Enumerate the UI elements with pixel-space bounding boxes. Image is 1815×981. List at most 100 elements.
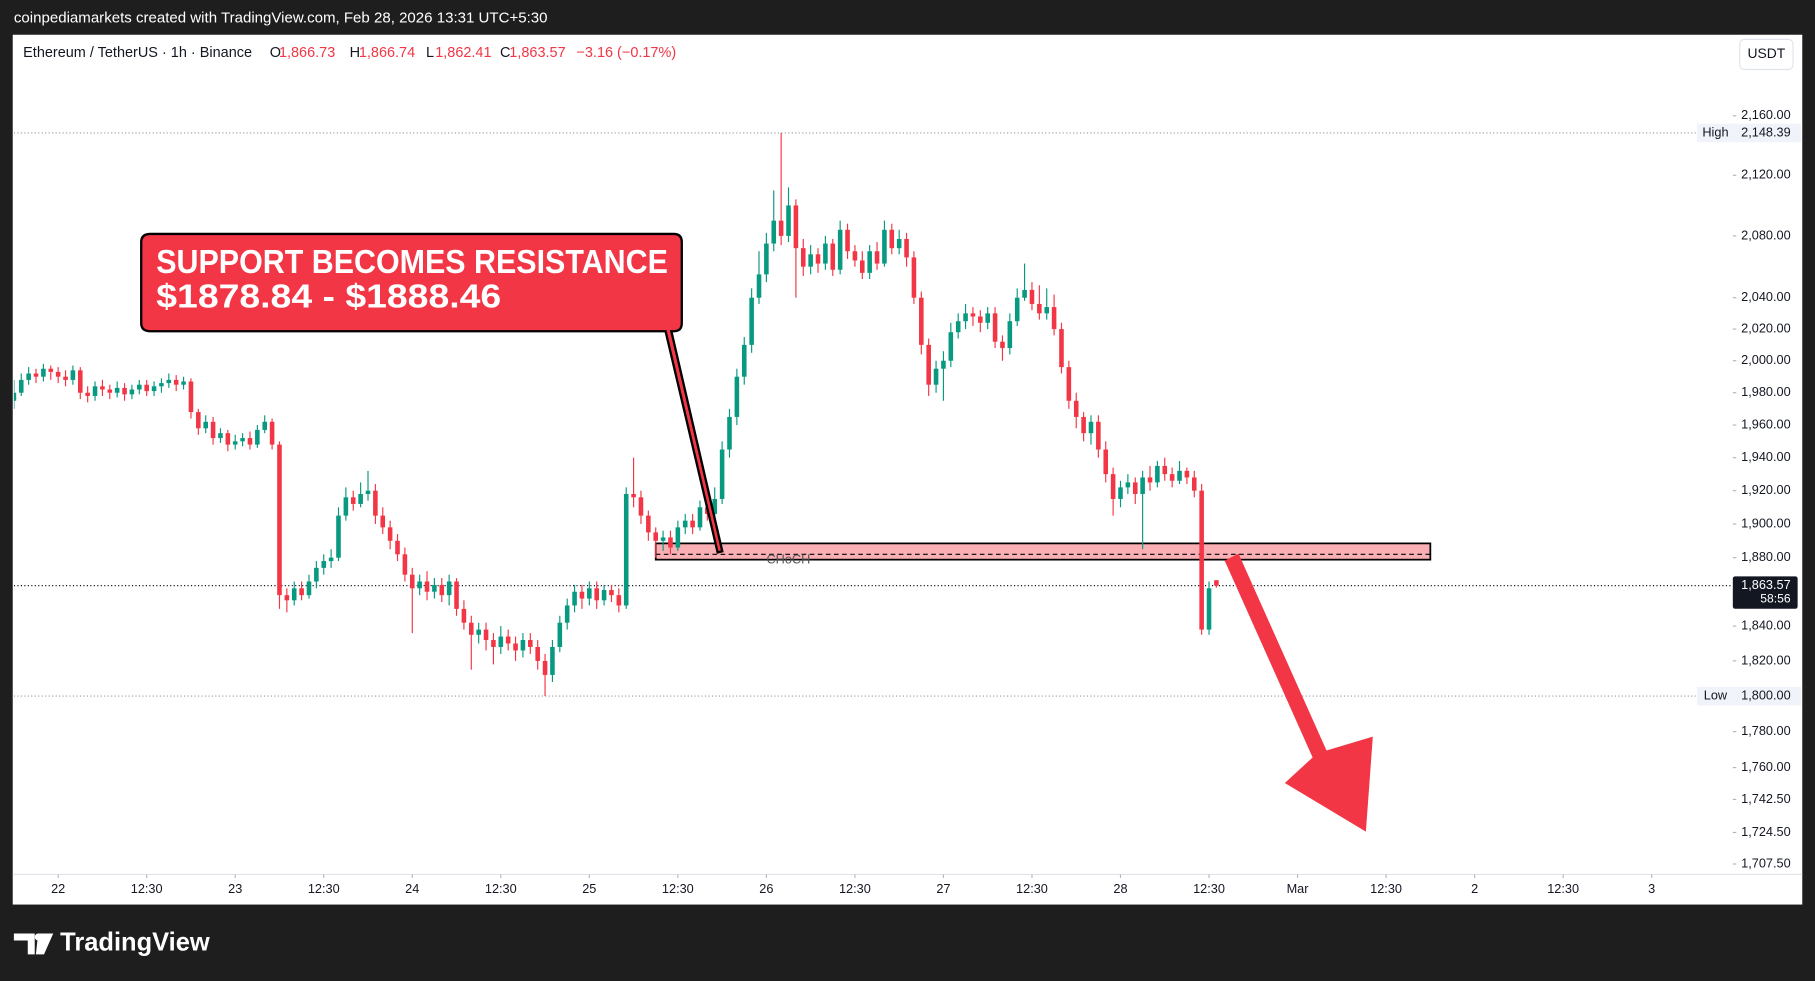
candle-body: [1191, 477, 1197, 491]
callout-title: SUPPORT BECOMES RESISTANCE: [156, 244, 668, 281]
candle-body: [505, 636, 511, 644]
candle-body: [528, 640, 533, 647]
candle-body: [454, 581, 459, 609]
candle-body: [196, 412, 201, 429]
candle-body: [321, 561, 327, 568]
candle-body: [874, 251, 880, 264]
candle-body: [941, 360, 946, 369]
candle-body: [668, 537, 673, 548]
candle-body: [712, 498, 718, 514]
ohlc-value: 1,866.74: [359, 45, 415, 61]
candle-body: [660, 537, 666, 541]
marker-tag: [1696, 686, 1733, 706]
candle-body: [1140, 477, 1145, 494]
x-tick-label: 12:30: [839, 881, 871, 896]
x-tick-label: 22: [51, 881, 65, 896]
candle-body: [926, 344, 931, 385]
y-tick-label: 1,760.00: [1741, 759, 1791, 774]
candle-body: [424, 581, 430, 592]
candle-body: [328, 557, 334, 562]
currency-button[interactable]: [1739, 38, 1794, 71]
candle-body: [1000, 341, 1005, 349]
candle-body: [173, 379, 179, 385]
candle-body: [13, 392, 17, 401]
candle-body: [963, 313, 968, 322]
candle-body: [343, 497, 349, 516]
candle-body: [1103, 449, 1109, 475]
candle-body: [1073, 400, 1079, 417]
candle-body: [373, 490, 378, 516]
candle-body: [1206, 588, 1212, 630]
candle-body: [800, 248, 806, 267]
candle-body: [240, 438, 245, 442]
x-tick-label: 23: [228, 881, 242, 896]
candle-body: [114, 387, 120, 393]
candle-body: [1088, 421, 1094, 434]
candle-body: [830, 243, 836, 270]
candle-body: [1147, 477, 1153, 483]
x-tick-label: 12:30: [308, 881, 340, 896]
candle-body: [277, 444, 282, 596]
x-tick-label: Mar: [1287, 881, 1310, 896]
y-tick-label: 1,940.00: [1741, 449, 1791, 464]
candle-body: [889, 229, 895, 249]
candle-body: [483, 629, 489, 641]
marker-box: [1732, 123, 1802, 143]
candle-body: [948, 332, 954, 361]
candle-body: [579, 591, 585, 599]
candle-body: [1096, 421, 1101, 450]
candle-body: [1007, 321, 1013, 349]
candle-body: [446, 581, 452, 596]
candle-body: [439, 584, 445, 596]
candle-body: [1037, 303, 1042, 314]
candle-body: [771, 220, 777, 244]
y-tick-label: 2,080.00: [1741, 227, 1791, 242]
candle-body: [1177, 470, 1182, 481]
candle-body: [461, 608, 467, 623]
candle-body: [100, 386, 105, 390]
x-tick-label: 12:30: [1370, 881, 1402, 896]
candle-body: [756, 274, 762, 298]
candle-body: [255, 429, 260, 445]
candle-body: [41, 368, 46, 377]
marker-label: High: [1702, 124, 1728, 139]
candle-body: [129, 389, 135, 395]
y-tick-label: 2,020.00: [1741, 320, 1791, 335]
x-tick-label: 28: [1113, 881, 1127, 896]
y-tick-label: 1,742.50: [1741, 791, 1791, 806]
candle-body: [992, 313, 998, 342]
candle-body: [727, 416, 732, 450]
candle-body: [77, 370, 83, 393]
currency[interactable]: USDT: [1747, 45, 1785, 61]
candle-body: [247, 438, 253, 445]
candle-body: [225, 433, 231, 445]
candle-body: [653, 532, 659, 541]
candle-body: [911, 257, 917, 298]
candle-body: [476, 629, 481, 635]
candle-body: [269, 421, 275, 445]
candle-body: [867, 251, 872, 273]
footer-logo: TradingView: [13, 929, 210, 957]
x-tick-label: 27: [936, 881, 950, 896]
candle-body: [55, 371, 61, 377]
candle-body: [557, 622, 563, 647]
x-tick-label: 24: [405, 881, 419, 896]
candle-body: [734, 376, 740, 417]
y-tick-label: 1,900.00: [1741, 515, 1791, 530]
candle-body: [1184, 470, 1190, 478]
callout-range: $1878.84 - $1888.46: [156, 279, 501, 316]
candle-body: [697, 507, 703, 528]
logo-dot: [34, 933, 42, 941]
candle-body: [933, 368, 939, 385]
candle-body: [1155, 465, 1160, 483]
ohlc-key: L: [426, 45, 434, 61]
candle-body: [1066, 367, 1072, 401]
candle-body: [1199, 490, 1204, 630]
candle-body: [350, 497, 356, 504]
symbol: Ethereum / TetherUS · 1h · Binance: [23, 45, 252, 61]
logo-text: TradingView: [60, 929, 210, 957]
candle-body: [764, 243, 769, 275]
candle-body: [70, 370, 76, 380]
y-tick-label: 1,840.00: [1741, 617, 1791, 632]
